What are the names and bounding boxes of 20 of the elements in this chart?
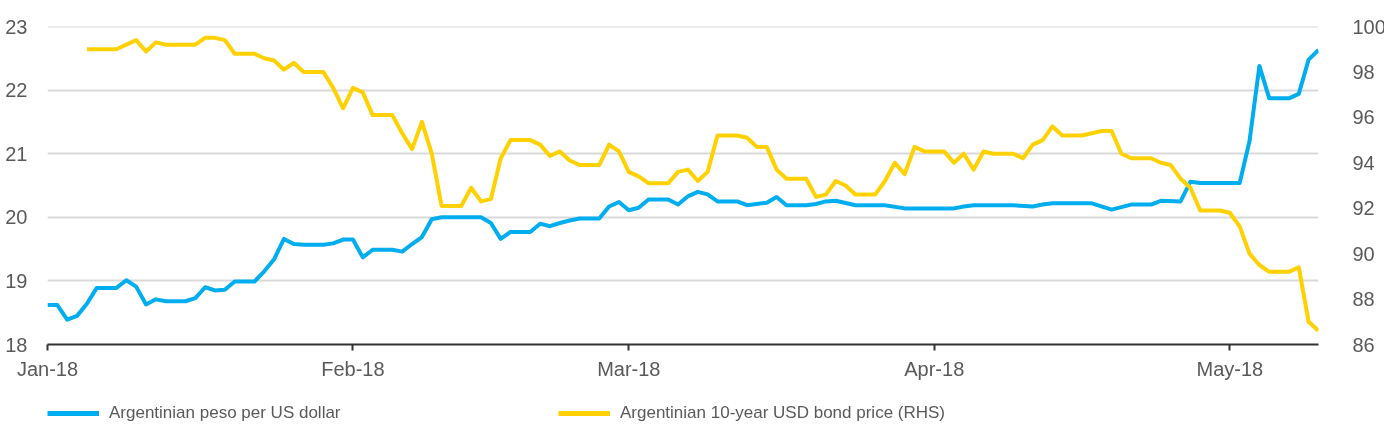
y2-tick-label: 88 (1352, 288, 1375, 311)
y-tick-label: 20 (5, 206, 28, 229)
y2-tick-label: 86 (1352, 333, 1375, 356)
y-tick-label: 23 (5, 15, 28, 38)
y2-tick-label: 90 (1352, 242, 1375, 265)
y2-tick-label: 96 (1352, 106, 1375, 129)
y2-tick-label: 94 (1352, 151, 1375, 174)
legend-label: Argentinian peso per US dollar (109, 403, 342, 423)
legend-label: Argentinian 10-year USD bond price (RHS) (620, 403, 947, 423)
y-tick-label: 21 (5, 142, 28, 165)
x-tick-label: Apr-18 (904, 357, 965, 380)
y2-tick-label: 98 (1352, 60, 1375, 83)
x-tick-label: May-18 (1196, 357, 1264, 380)
x-tick-label: Mar-18 (597, 357, 661, 380)
x-tick-label: Feb-18 (321, 357, 385, 380)
y2-tick-label: 92 (1352, 197, 1375, 220)
x-tick-label: Jan-18 (16, 357, 79, 380)
y-tick-label: 22 (5, 79, 28, 102)
y-tick-label: 18 (5, 333, 28, 356)
y-tick-label: 19 (5, 269, 28, 292)
